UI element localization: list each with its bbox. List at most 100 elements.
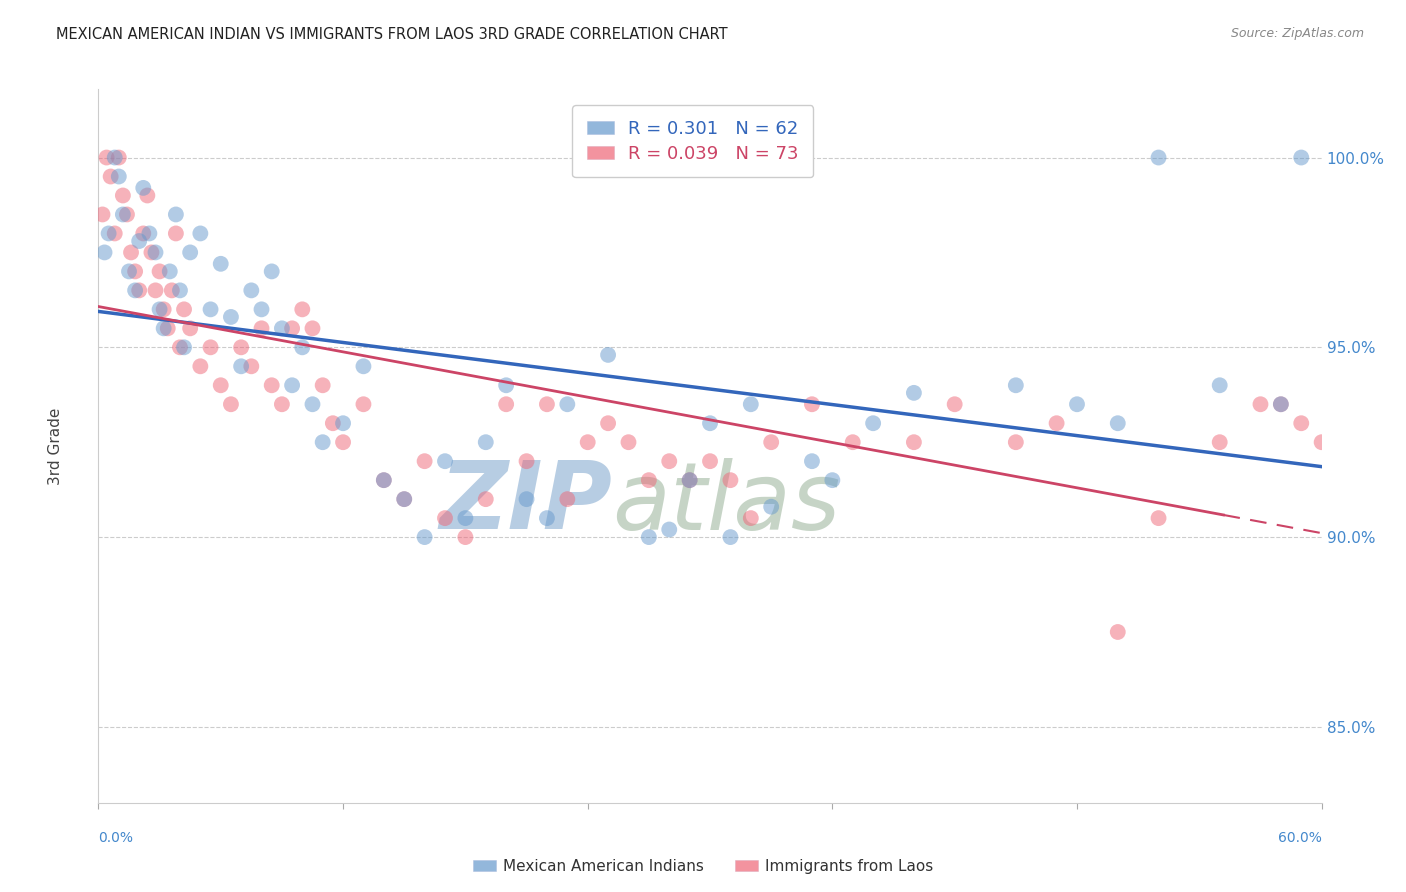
- Point: [104, 227, 127, 241]
- Point: [596, 348, 619, 362]
- Point: [1147, 511, 1170, 525]
- Point: [740, 397, 762, 411]
- Point: [219, 310, 242, 324]
- Text: MEXICAN AMERICAN INDIAN VS IMMIGRANTS FROM LAOS 3RD GRADE CORRELATION CHART: MEXICAN AMERICAN INDIAN VS IMMIGRANTS FR…: [56, 27, 728, 42]
- Point: [138, 227, 160, 241]
- Point: [821, 473, 844, 487]
- Point: [699, 416, 721, 430]
- Point: [352, 397, 374, 411]
- Point: [301, 321, 323, 335]
- Point: [740, 511, 762, 525]
- Point: [373, 473, 395, 487]
- Point: [637, 530, 661, 544]
- Point: [373, 473, 395, 487]
- Point: [413, 530, 436, 544]
- Point: [555, 397, 579, 411]
- Point: [132, 227, 155, 241]
- Point: [108, 169, 131, 184]
- Point: [124, 264, 146, 278]
- Point: [312, 435, 335, 450]
- Point: [145, 284, 167, 298]
- Text: Source: ZipAtlas.com: Source: ZipAtlas.com: [1230, 27, 1364, 40]
- Point: [596, 416, 619, 430]
- Point: [1351, 587, 1374, 601]
- Point: [188, 359, 212, 374]
- Point: [281, 321, 304, 335]
- Point: [100, 169, 122, 184]
- Point: [240, 284, 263, 298]
- Point: [219, 397, 242, 411]
- Point: [658, 523, 681, 537]
- Point: [841, 435, 863, 450]
- Point: [1208, 435, 1232, 450]
- Point: [93, 245, 115, 260]
- Text: 0.0%: 0.0%: [98, 831, 134, 846]
- Point: [617, 435, 640, 450]
- Point: [104, 151, 127, 165]
- Point: [1310, 435, 1333, 450]
- Point: [1330, 416, 1353, 430]
- Point: [516, 454, 538, 468]
- Point: [322, 416, 344, 430]
- Point: [173, 302, 195, 317]
- Point: [1066, 397, 1088, 411]
- Point: [1291, 416, 1313, 430]
- Point: [433, 454, 456, 468]
- Point: [231, 359, 253, 374]
- Point: [250, 302, 273, 317]
- Point: [903, 385, 925, 400]
- Point: [1004, 435, 1026, 450]
- Point: [149, 302, 172, 317]
- Point: [1107, 625, 1129, 640]
- Point: [679, 473, 702, 487]
- Legend: R = 0.301   N = 62, R = 0.039   N = 73: R = 0.301 N = 62, R = 0.039 N = 73: [572, 105, 813, 178]
- Point: [943, 397, 966, 411]
- Text: 60.0%: 60.0%: [1278, 831, 1322, 846]
- Point: [576, 435, 599, 450]
- Point: [115, 207, 138, 221]
- Point: [301, 397, 323, 411]
- Point: [1291, 151, 1313, 165]
- Point: [270, 397, 294, 411]
- Point: [124, 284, 146, 298]
- Point: [516, 492, 538, 507]
- Point: [433, 511, 456, 525]
- Text: 3rd Grade: 3rd Grade: [48, 408, 63, 484]
- Point: [495, 397, 517, 411]
- Text: ZIP: ZIP: [439, 457, 612, 549]
- Point: [1270, 397, 1292, 411]
- Point: [260, 378, 283, 392]
- Point: [200, 302, 222, 317]
- Point: [1045, 416, 1069, 430]
- Point: [120, 245, 142, 260]
- Point: [149, 264, 172, 278]
- Point: [136, 188, 159, 202]
- Point: [165, 227, 187, 241]
- Point: [392, 492, 416, 507]
- Point: [352, 359, 374, 374]
- Point: [152, 302, 174, 317]
- Point: [1249, 397, 1271, 411]
- Point: [474, 435, 498, 450]
- Point: [200, 340, 222, 354]
- Point: [1107, 416, 1129, 430]
- Point: [173, 340, 195, 354]
- Point: [209, 257, 232, 271]
- Point: [165, 207, 187, 221]
- Point: [759, 435, 782, 450]
- Point: [179, 321, 201, 335]
- Point: [454, 530, 477, 544]
- Point: [718, 530, 742, 544]
- Point: [145, 245, 167, 260]
- Point: [291, 302, 314, 317]
- Point: [91, 207, 114, 221]
- Point: [1004, 378, 1026, 392]
- Point: [96, 151, 118, 165]
- Point: [699, 454, 721, 468]
- Point: [718, 473, 742, 487]
- Point: [141, 245, 163, 260]
- Point: [209, 378, 232, 392]
- Point: [231, 340, 253, 354]
- Point: [555, 492, 579, 507]
- Point: [169, 284, 191, 298]
